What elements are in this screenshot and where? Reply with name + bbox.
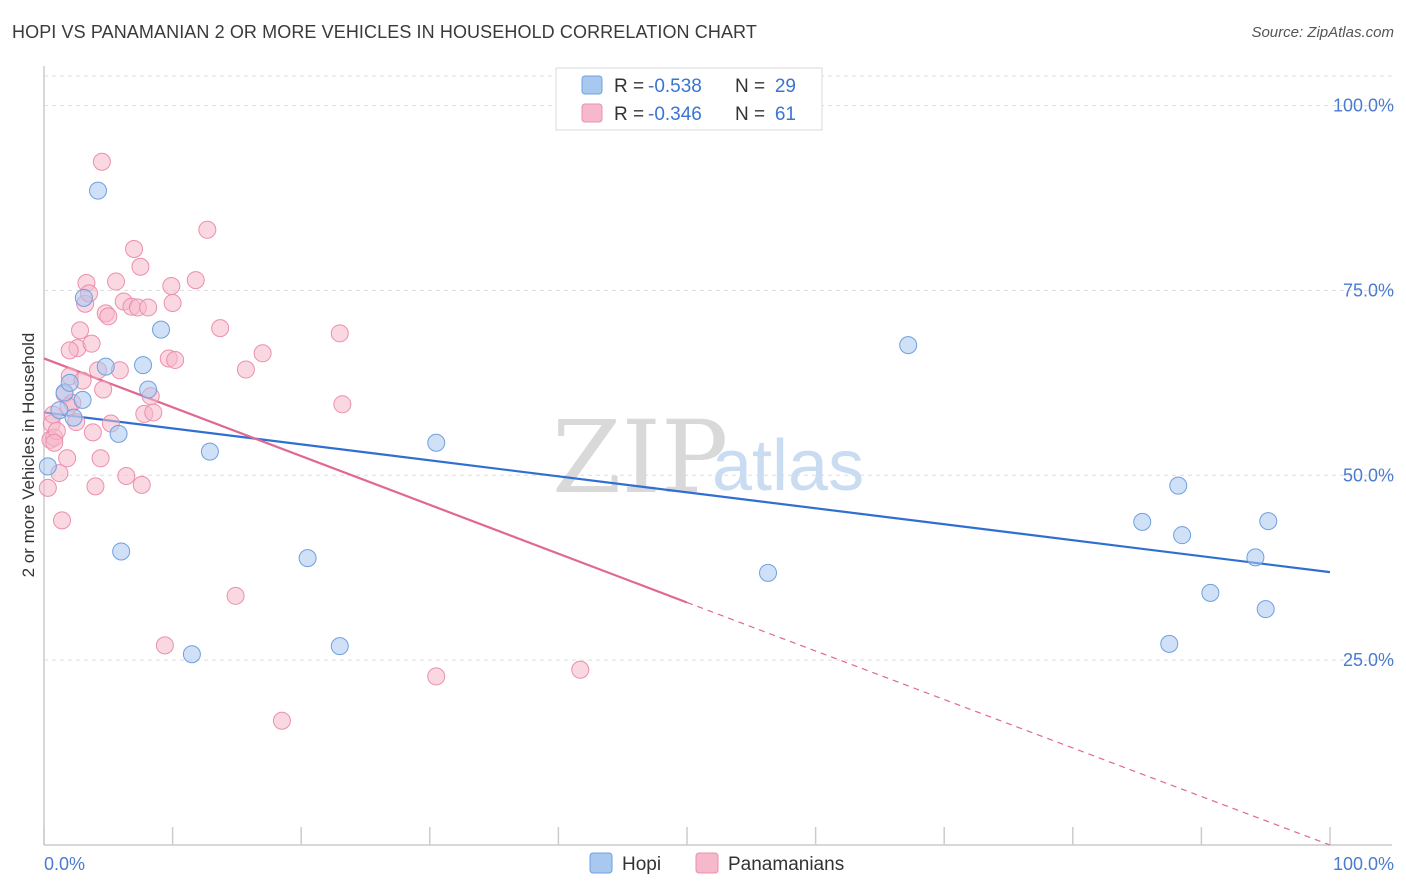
y-tick-label-0: 25.0% [1343, 650, 1394, 670]
panamanian-point-24 [94, 380, 113, 399]
y-tick-labels: 25.0% 50.0% 75.0% 100.0% [1333, 96, 1394, 671]
panamanian-point-44 [163, 294, 182, 313]
panamanian-point-43 [162, 276, 181, 295]
panamanian-point-23 [91, 449, 110, 468]
hopi-point-8 [96, 357, 115, 376]
panamanian-point-50 [236, 360, 255, 379]
x-tick-label-max: 100.0% [1333, 854, 1394, 874]
panamanian-point-45 [166, 350, 185, 369]
chart-title: HOPI VS PANAMANIAN 2 OR MORE VEHICLES IN… [12, 22, 757, 42]
x-ticks [43, 827, 1331, 845]
watermark-atlas: atlas [712, 426, 864, 506]
panamanian-point-38 [139, 298, 158, 317]
hopi-point-10 [112, 542, 131, 561]
panamanian-point-41 [155, 636, 174, 655]
hopi-point-23 [1169, 476, 1188, 495]
hopi-point-20 [899, 336, 918, 355]
legend-pan-n-value: 61 [775, 104, 796, 125]
panamanian-point-48 [211, 319, 230, 338]
panamanian-point-52 [272, 711, 291, 730]
legend-pan-r-value: -0.346 [648, 104, 702, 125]
panamanian-point-53 [330, 324, 349, 343]
bottom-legend-hopi-label: Hopi [622, 854, 661, 875]
hopi-point-17 [330, 637, 349, 656]
hopi-point-7 [89, 181, 108, 200]
hopi-point-27 [1256, 600, 1275, 619]
legend-pan-n-label: N = [735, 104, 765, 125]
panamanian-point-21 [86, 477, 105, 496]
panamanian-point-51 [253, 344, 272, 363]
panamanian-point-55 [427, 667, 446, 686]
panamanian-point-33 [125, 240, 144, 259]
legend-box: R = -0.538 N = 29 R = -0.346 N = 61 [555, 67, 823, 131]
legend-hopi-swatch [581, 75, 603, 95]
bottom-legend-hopi-swatch [589, 852, 613, 874]
hopi-point-18 [427, 433, 446, 452]
panamanian-point-58 [60, 341, 79, 360]
hopi-point-24 [1173, 526, 1192, 545]
hopi-point-25 [1201, 583, 1220, 602]
trend-line-panamanian-2 [686, 601, 1331, 846]
hopi-point-12 [139, 380, 158, 399]
hopi-point-22 [1160, 634, 1179, 653]
panamanian-point-36 [132, 475, 151, 494]
legend-hopi-r-value: -0.538 [648, 76, 702, 97]
hopi-point-16 [298, 549, 317, 568]
axes [43, 66, 1392, 846]
panamanian-point-49 [226, 586, 245, 605]
hopi-point-13 [152, 320, 171, 339]
panamanian-point-31 [117, 467, 136, 486]
panamanian-point-20 [83, 423, 102, 442]
hopi-point-21 [1133, 512, 1152, 531]
panamanian-point-40 [144, 403, 163, 422]
hopi-point-5 [73, 390, 92, 409]
hopi-point-4 [64, 408, 83, 427]
bottom-legend-pan-label: Panamanians [728, 854, 844, 875]
panamanian-point-14 [71, 321, 90, 340]
panamanian-point-9 [58, 449, 77, 468]
hopi-point-28 [1259, 512, 1278, 531]
panamanian-point-35 [131, 257, 150, 276]
panamanian-point-28 [107, 272, 126, 291]
x-tick-label-min: 0.0% [44, 854, 85, 874]
source-label: Source: ZipAtlas.com [1251, 24, 1394, 41]
panamanian-point-46 [186, 271, 205, 290]
panamanian-point-57 [92, 152, 111, 171]
hopi-point-1 [50, 401, 69, 420]
bottom-legend-pan-swatch [695, 852, 719, 874]
hopi-point-11 [134, 356, 153, 375]
hopi-point-6 [74, 288, 93, 307]
hopi-point-19 [759, 563, 778, 582]
y-tick-label-3: 100.0% [1333, 96, 1394, 116]
bottom-legend: Hopi Panamanians [589, 852, 844, 875]
panamanian-point-47 [198, 220, 217, 239]
y-tick-label-2: 75.0% [1343, 280, 1394, 300]
hopi-points [38, 181, 1278, 664]
hopi-point-15 [200, 442, 219, 461]
legend-pan-swatch [581, 103, 603, 123]
panamanian-point-26 [99, 307, 118, 326]
hopi-point-3 [60, 373, 79, 392]
hopi-point-9 [109, 424, 128, 443]
panamanian-point-60 [45, 433, 64, 452]
hopi-point-14 [182, 645, 201, 664]
watermark: ZIP atlas [552, 399, 864, 516]
hopi-point-0 [38, 457, 57, 476]
legend-hopi-r-label: R = [614, 76, 644, 97]
y-axis-label: 2 or more Vehicles in Household [19, 333, 38, 578]
legend-hopi-n-value: 29 [775, 76, 796, 97]
hopi-point-26 [1246, 548, 1265, 567]
panamanian-point-19 [82, 334, 101, 353]
panamanian-point-56 [571, 660, 590, 679]
legend-hopi-n-label: N = [735, 76, 765, 97]
watermark-zip: ZIP [552, 399, 728, 516]
legend-pan-r-label: R = [614, 104, 644, 125]
panamanian-point-54 [333, 395, 352, 414]
panamanian-point-7 [53, 511, 72, 530]
y-tick-label-1: 50.0% [1343, 465, 1394, 485]
panamanian-point-0 [38, 478, 57, 497]
